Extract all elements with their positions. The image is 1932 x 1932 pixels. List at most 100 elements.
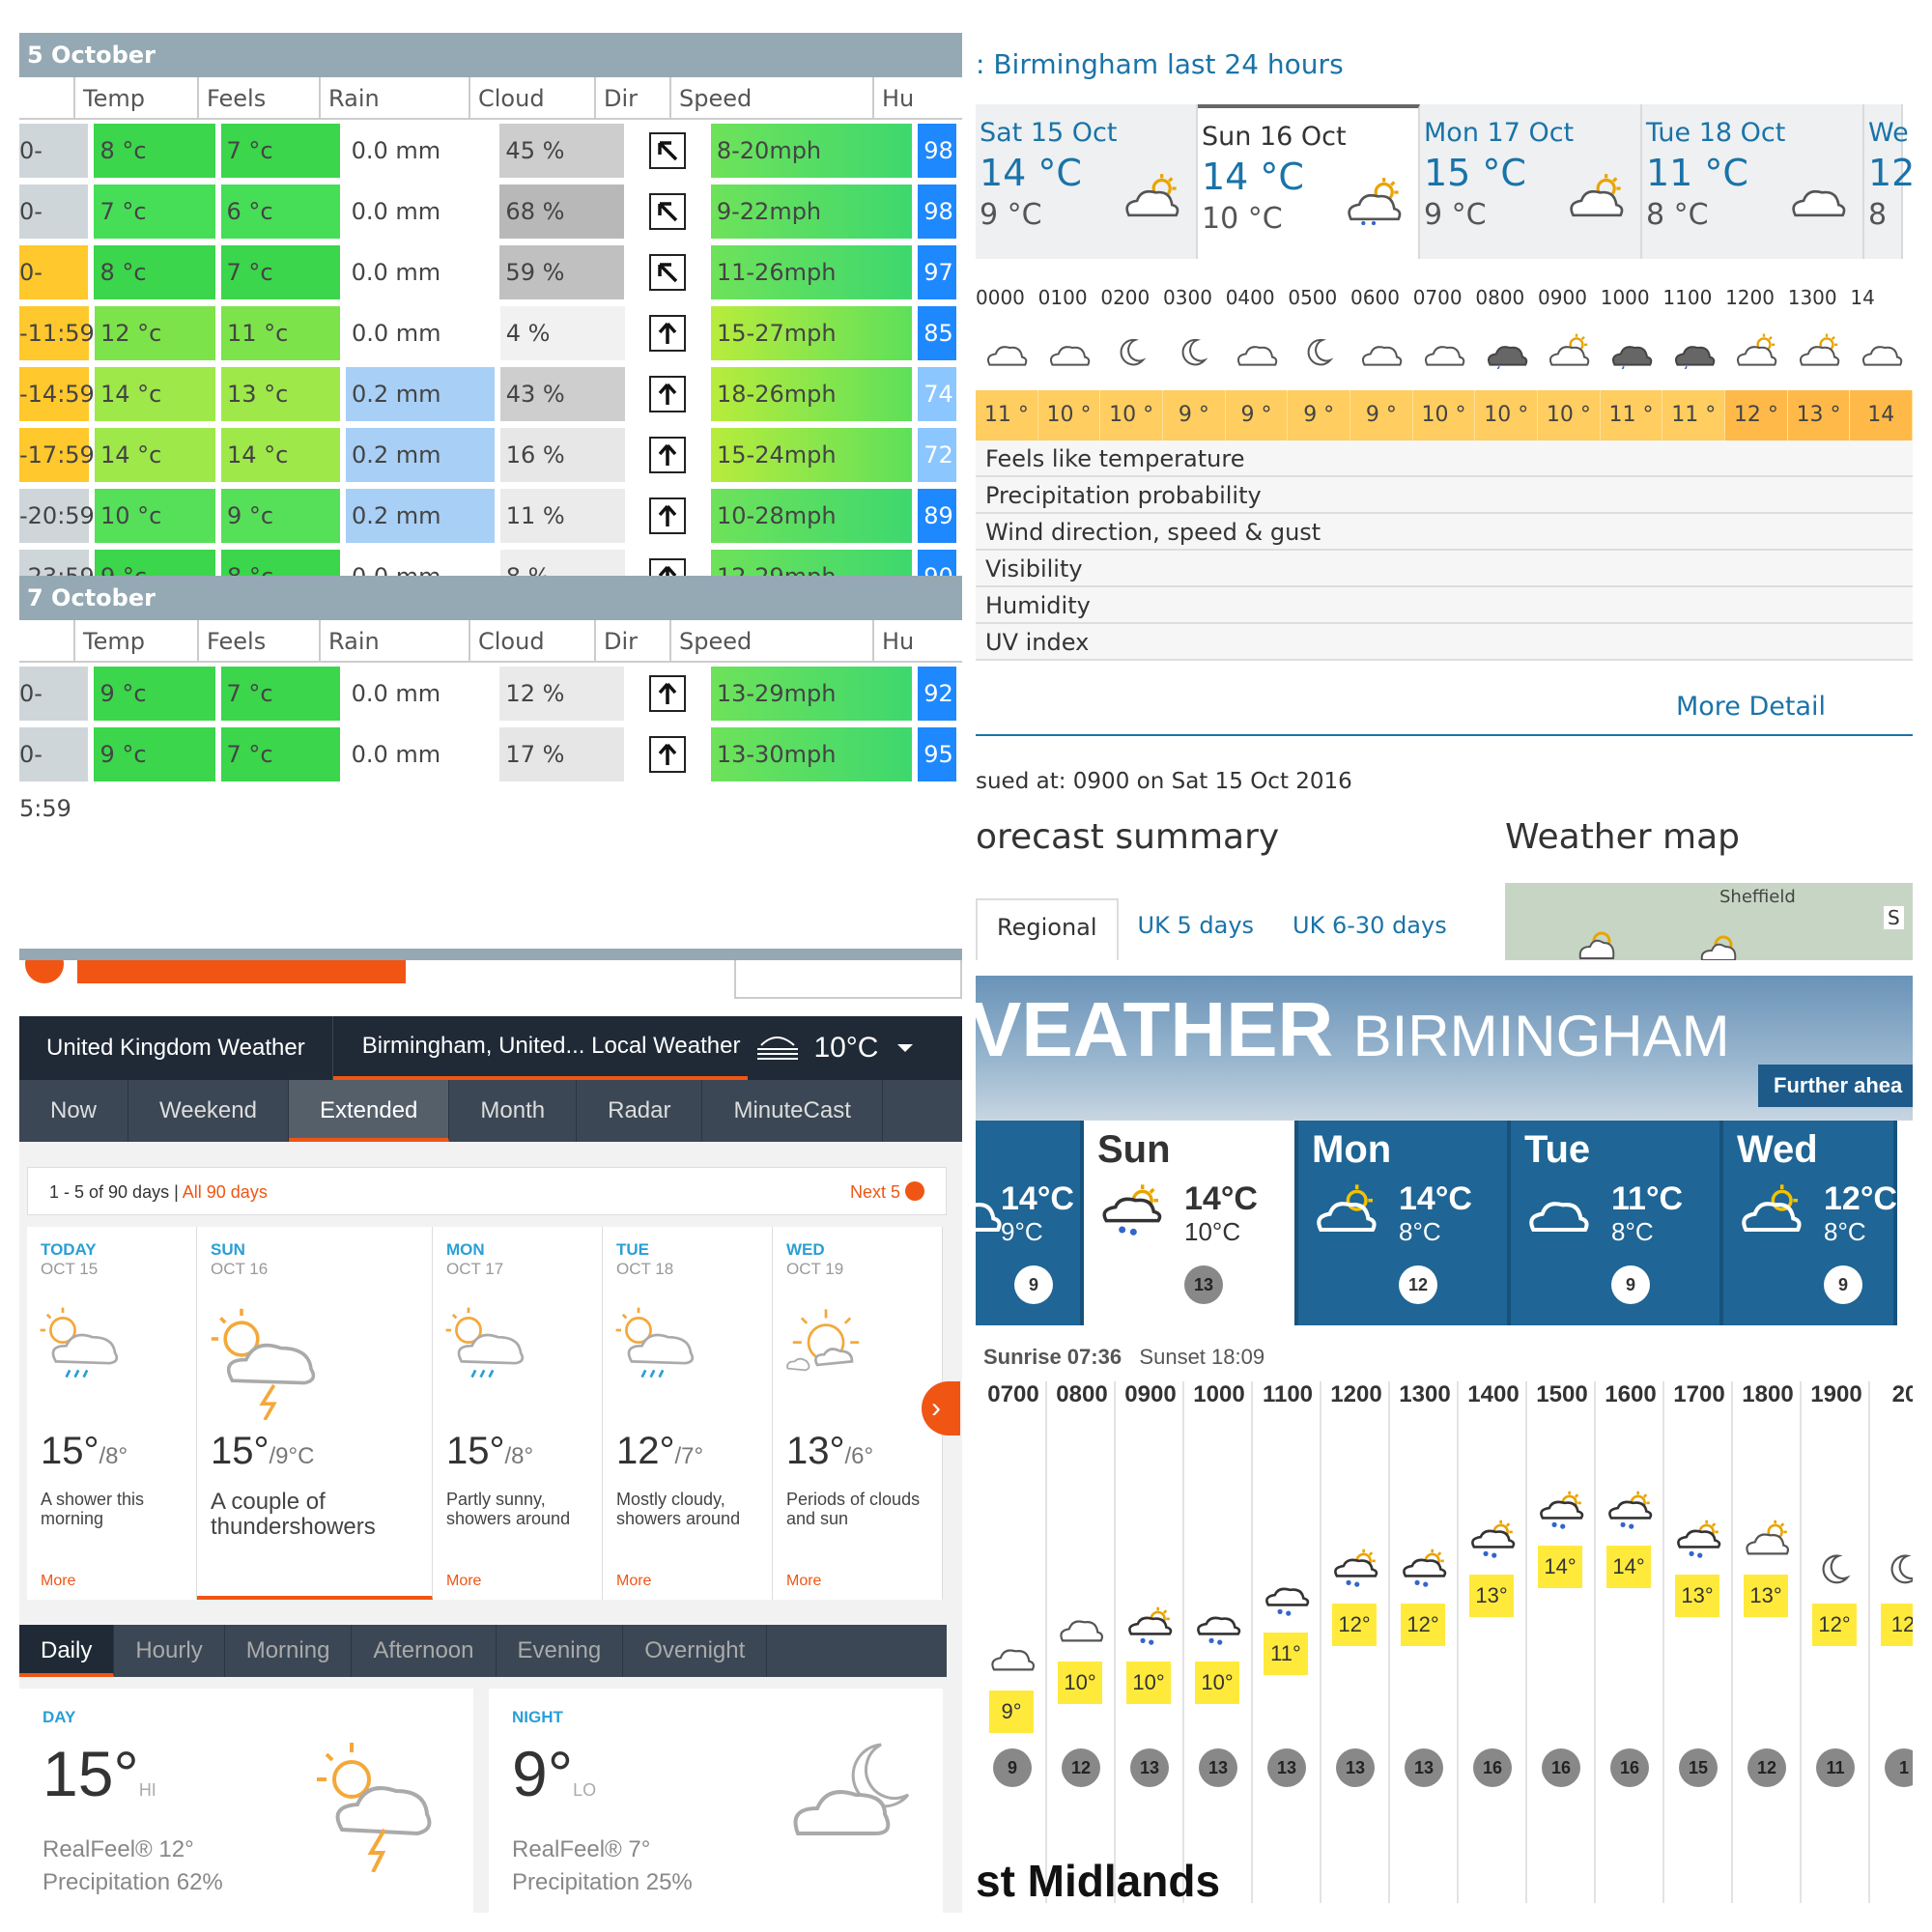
hour-temp: 10 ° (1538, 390, 1601, 440)
period-tab[interactable]: Overnight (623, 1625, 768, 1677)
hour-temp: 10° (1058, 1662, 1102, 1704)
night-details: RealFeel® 7° Precipitation 25% (512, 1833, 693, 1899)
arrow-right-icon (905, 1181, 924, 1202)
hour-icon (1475, 332, 1538, 386)
hour-temp: 12 (1881, 1604, 1913, 1646)
detail-row[interactable]: Precipitation probability (976, 477, 1913, 514)
day-low: 9 °C (1424, 198, 1487, 232)
issued-text: sued at: 0900 on Sat 15 Oct 2016 (976, 769, 1352, 794)
hour-label: 0000 (976, 286, 1025, 309)
hour-temp: 11 ° (1601, 390, 1663, 440)
bbc-weather-panel: VEATHER BIRMINGHAM Further ahea 14°C 9°C 9… (976, 976, 1913, 1913)
rain-cell: 0.0 mm (345, 666, 495, 721)
location-search-input[interactable] (734, 960, 962, 999)
day-tab[interactable]: 14°C 9°C 9 (976, 1121, 1084, 1325)
card-description: Periods of clouds and sun (786, 1490, 921, 1528)
more-link[interactable]: More (786, 1573, 822, 1589)
forecast-card[interactable]: WED OCT 19 13°/6° Periods of clouds and sun… (773, 1227, 943, 1600)
card-low: /8° (99, 1443, 128, 1469)
nav-tab[interactable]: Now (19, 1080, 129, 1142)
forecast-card[interactable]: TODAY OCT 15 15°/8° A shower this morning Mo… (27, 1227, 197, 1600)
forecast-card[interactable]: SUN OCT 16 15°/9°C A couple of thundershowe… (197, 1227, 433, 1600)
day-tab[interactable]: Sat 15 Oct 14 °C 9 °C (976, 104, 1198, 259)
forecast-tab[interactable]: Regional (976, 898, 1119, 960)
nav-tab[interactable]: Weekend (128, 1080, 289, 1142)
day-tab[interactable]: Sun 14°C 10°C 13 (1084, 1121, 1298, 1325)
day-tab[interactable]: Mon 17 Oct 15 °C 9 °C (1420, 104, 1642, 259)
detail-row[interactable]: Feels like temperature (976, 440, 1913, 477)
hour-icon (1662, 332, 1725, 386)
hour-icon (1605, 1490, 1655, 1535)
sunrise: Sunrise 07:36 (983, 1345, 1122, 1369)
hourly-forecast-panel: 5 OctoberTempFeelsRainCloudDirSpeedHu0-2… (19, 33, 962, 960)
range-text: 1 - 5 of 90 days | (49, 1182, 183, 1202)
arrow-up-left-icon (649, 253, 687, 291)
period-tab[interactable]: Evening (497, 1625, 624, 1677)
hour-temp: 11 ° (976, 390, 1038, 440)
more-detail-link[interactable]: More Detail (1675, 692, 1826, 722)
rain-cloud-icon (40, 1307, 119, 1378)
nav-tab[interactable]: Extended (288, 1080, 450, 1142)
weather-map[interactable]: Sheffield S (1505, 883, 1913, 960)
day-tab[interactable]: Tue 11°C 8°C 9 (1511, 1121, 1723, 1325)
humidity-cell: 97 (918, 244, 956, 299)
more-link[interactable]: More (446, 1573, 482, 1589)
card-temp: 12°/7° (616, 1430, 703, 1473)
weather-icon (1312, 1182, 1379, 1241)
arrow-glyph (658, 140, 678, 160)
day-label: DAY (43, 1708, 76, 1726)
hour-temps-row: 11 ° 10 ° 10 ° 9 ° 9 ° 9 ° 9 ° 10 ° 10 ° 10 ° 11 °… (976, 390, 1913, 440)
sun-cloud-icon (1737, 333, 1777, 366)
hour-column: 1800 13° 12 (1734, 1381, 1802, 1903)
detail-row[interactable]: UV index (976, 624, 1913, 661)
next-link[interactable]: Next 5 (850, 1168, 924, 1216)
detail-row[interactable]: Visibility (976, 551, 1913, 587)
card-low: /8° (504, 1443, 534, 1469)
day-tab[interactable]: Tue 18 Oct 11 °C 8 °C (1642, 104, 1864, 259)
forecast-card[interactable]: TUE OCT 18 12°/7° Mostly cloudy, showers ar… (603, 1227, 773, 1600)
forecast-tab[interactable]: UK 5 days (1137, 912, 1255, 939)
day-tab[interactable]: Mon 14°C 8°C 12 (1298, 1121, 1511, 1325)
detail-rows: Feels like temperature Precipitation prob… (976, 440, 1913, 661)
day-tab[interactable]: We 12 8 (1864, 104, 1913, 259)
nav-country[interactable]: United Kingdom Weather (19, 1016, 333, 1080)
wind-speed-badge: 9 (1824, 1265, 1862, 1304)
period-tab[interactable]: Morning (225, 1625, 353, 1677)
period-tab[interactable]: Hourly (114, 1625, 225, 1677)
table-row: -11:59 12 °c 11 °c 0.0 mm 4 % 15-27mph 85 (19, 302, 962, 363)
all-days-link[interactable]: All 90 days (182, 1182, 268, 1202)
forecast-card[interactable]: MON OCT 17 15°/8° Partly sunny, showers aro… (433, 1227, 603, 1600)
period-tab[interactable]: Daily (19, 1625, 115, 1677)
more-link[interactable]: More (41, 1573, 76, 1589)
detail-row[interactable]: Wind direction, speed & gust (976, 514, 1913, 551)
rain-cloud-icon (1265, 1587, 1310, 1616)
title-part-b: BIRMINGHAM (1352, 1004, 1730, 1068)
period-tab[interactable]: Afternoon (352, 1625, 497, 1677)
nav-tab[interactable]: Radar (577, 1080, 703, 1142)
hour-column: 0900 10° 13 (1117, 1381, 1184, 1903)
more-link[interactable]: More (616, 1573, 652, 1589)
sun-cloud-icon (786, 1309, 860, 1372)
chevron-down-icon[interactable] (897, 1044, 914, 1052)
next-arrow-button[interactable]: › (922, 1381, 960, 1435)
day-tab[interactable]: Wed 12°C 8°C 9 (1723, 1121, 1897, 1325)
time-cell: 0-5:59 (19, 184, 89, 279)
arrow-glyph (658, 743, 677, 765)
forecast-tab[interactable]: UK 6-30 days (1293, 912, 1447, 939)
nav-tab[interactable]: MinuteCast (702, 1080, 883, 1142)
detail-row[interactable]: Humidity (976, 587, 1913, 624)
nav-tab[interactable]: Month (449, 1080, 578, 1142)
wind-speed-badge: 1 (1885, 1748, 1913, 1787)
day-temp: 15°HI (43, 1737, 156, 1810)
feels-cell: 11 °c (220, 305, 340, 360)
day-tab[interactable]: Sun 16 Oct 14 °C 10 °C (1198, 104, 1420, 259)
sun-rain-cloud-icon (1403, 1548, 1447, 1587)
sun-rain-cloud-icon (1540, 1491, 1584, 1529)
cloud-icon (991, 1649, 1036, 1671)
further-ahead-button[interactable]: Further ahea (1758, 1065, 1913, 1107)
day-temp-suffix: HI (138, 1780, 156, 1800)
day-name: Tue (1524, 1128, 1591, 1171)
nav-city[interactable]: Birmingham, United... Local Weather (332, 1016, 749, 1080)
sun-cloud-icon (1121, 172, 1182, 225)
speed-cell: 11-26mph (710, 244, 913, 299)
